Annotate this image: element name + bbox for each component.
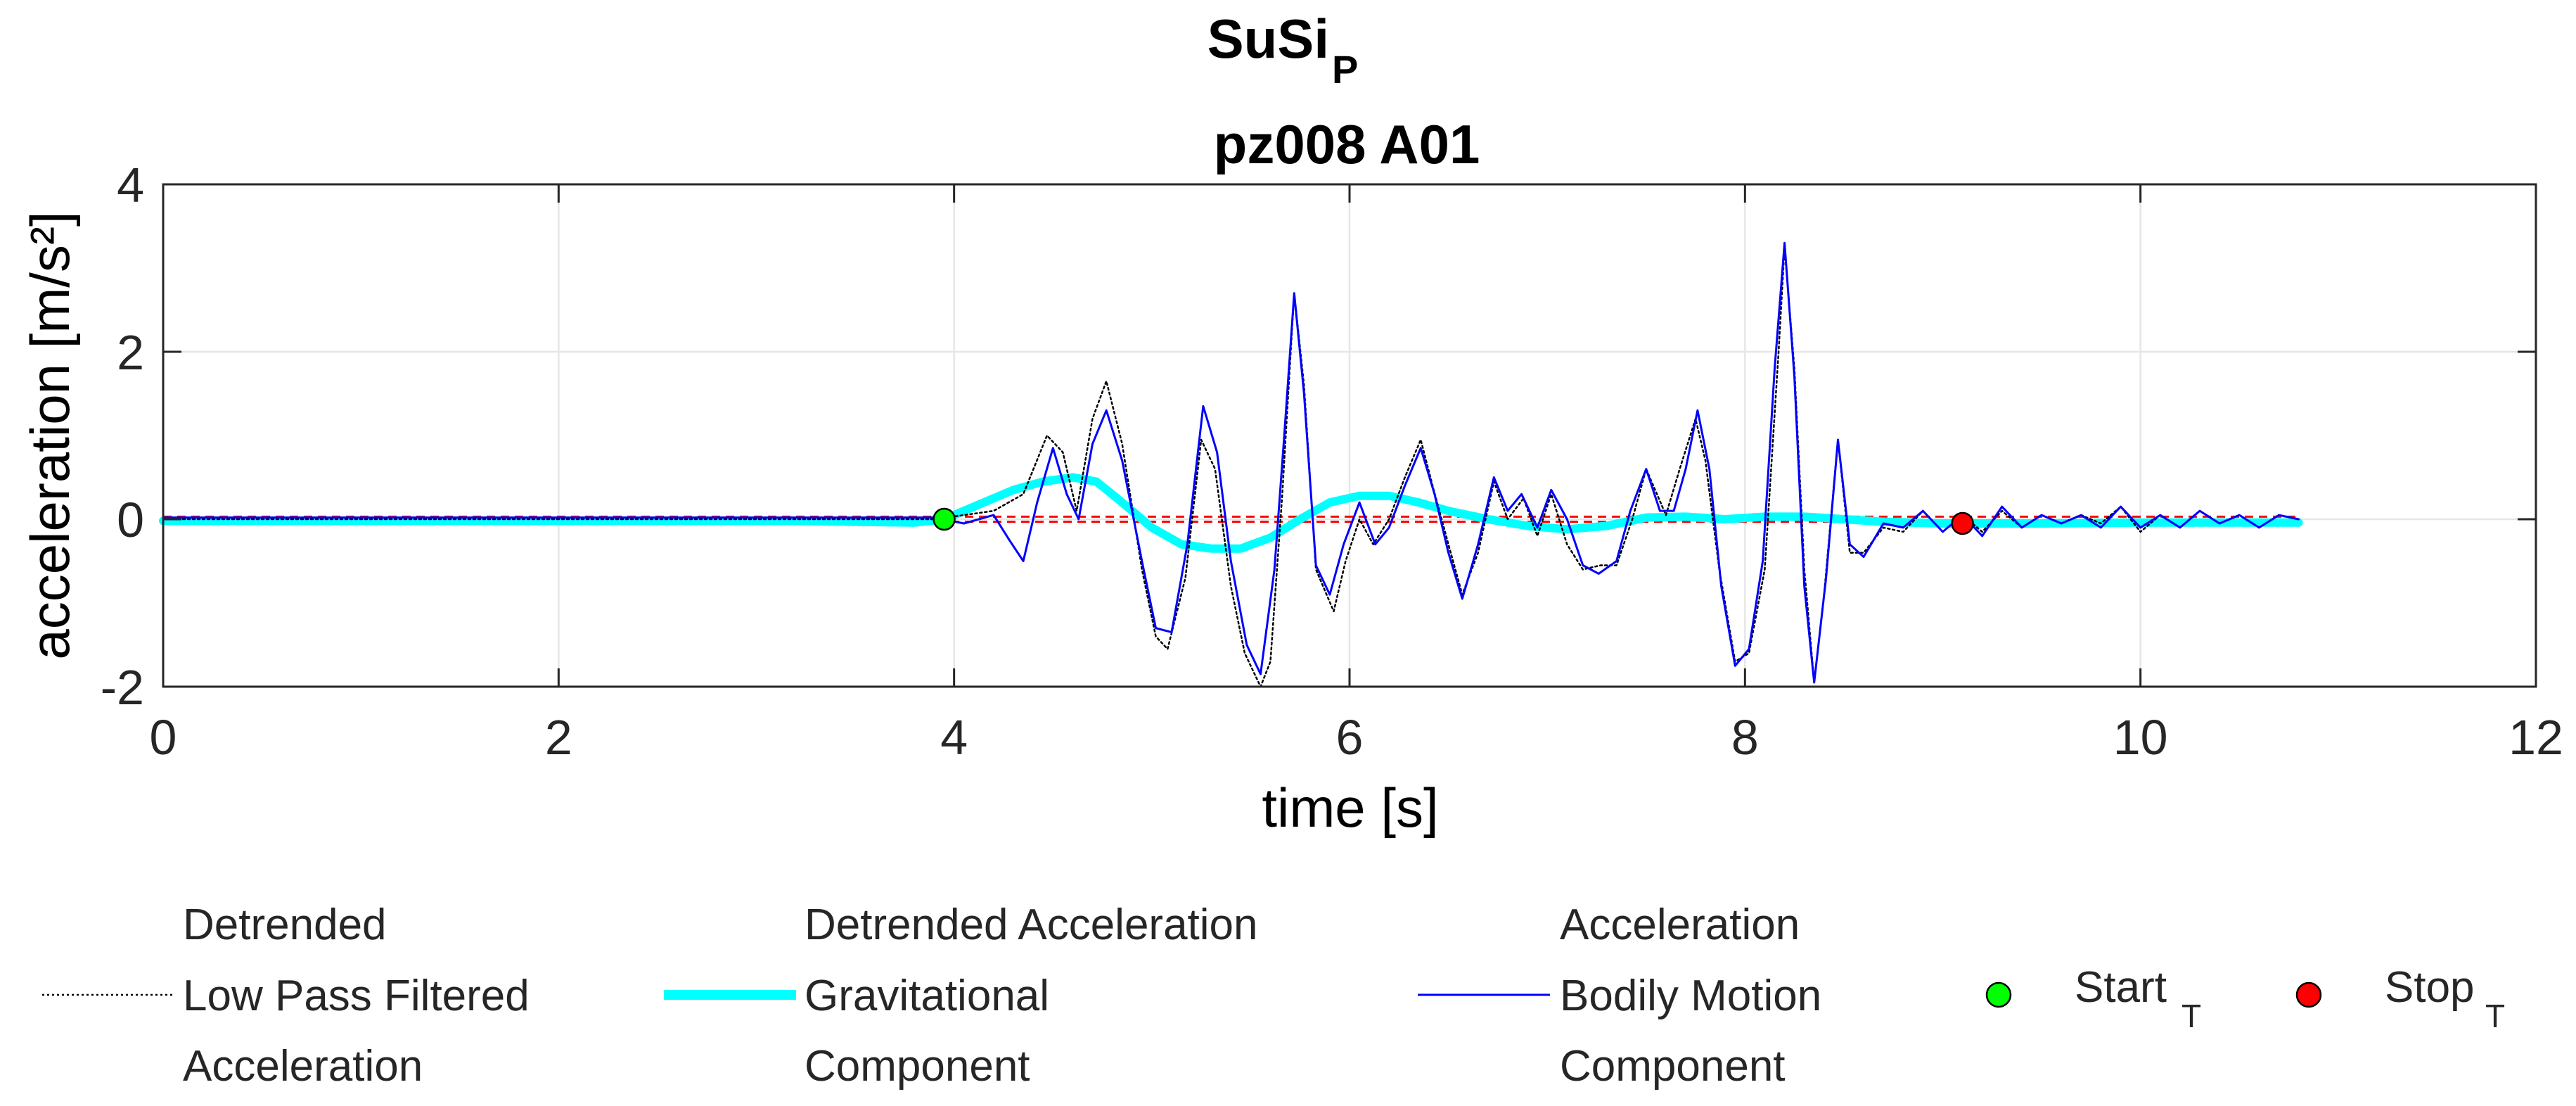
series-lowpass-line: [162, 246, 2300, 688]
legend-entry-gravitational: Detrended Acceleration Gravitational Com…: [664, 901, 1258, 1091]
legend-start-marker: [1985, 981, 2012, 1008]
y-tick-label-0: -2: [101, 660, 144, 715]
legend-entry-stop: Stop T: [2295, 963, 2505, 1034]
y-tick-label-1: 0: [117, 492, 144, 547]
y-axis-label: acceleration [m/s²]: [19, 211, 81, 659]
legend-label-lowpass-2: Low Pass Filtered: [183, 972, 530, 1020]
legend-label-bodily-2: Bodily Motion: [1560, 972, 1821, 1020]
x-tick-label-6: 12: [2508, 710, 2563, 765]
legend-label-gravitational-2: Gravitational: [805, 972, 1049, 1020]
marker-start: [933, 507, 956, 531]
legend-label-lowpass-3: Acceleration: [183, 1042, 423, 1091]
marker-layer: [933, 507, 1974, 535]
legend-label-start: Start: [2075, 963, 2167, 1012]
marker-stop: [1951, 511, 1974, 535]
series-gravitational-line: [159, 473, 2303, 553]
legend-label-bodily-1: Acceleration: [1560, 901, 1800, 949]
chart-subtitle: pz008 A01: [1214, 113, 1480, 175]
x-tick-label-5: 10: [2113, 710, 2168, 765]
series-bodily-line: [162, 241, 2300, 684]
legend-label-stop: Stop: [2385, 963, 2475, 1012]
x-tick-label-2: 4: [940, 710, 968, 765]
legend-entry-start: Start T: [1985, 963, 2201, 1034]
x-tick-label-4: 8: [1731, 710, 1759, 765]
legend-label-start-sub: T: [2181, 998, 2201, 1034]
legend-label-bodily-3: Component: [1560, 1042, 1786, 1091]
x-axis-label: time [s]: [1262, 777, 1438, 839]
x-tick-label-3: 6: [1336, 710, 1364, 765]
y-tick-label-3: 4: [117, 158, 144, 212]
legend-label-gravitational-1: Detrended Acceleration: [805, 901, 1258, 949]
chart-title: SuSi: [1207, 8, 1329, 70]
y-tick-label-2: 2: [117, 325, 144, 380]
chart-title-subscript: P: [1332, 47, 1358, 91]
legend-entry-lowpass: Detrended Low Pass Filtered Acceleration: [42, 901, 530, 1091]
legend: Detrended Low Pass Filtered Acceleration…: [42, 901, 2505, 1091]
x-tick-label-1: 2: [545, 710, 572, 765]
x-tick-label-0: 0: [150, 710, 177, 765]
legend-stop-marker: [2295, 981, 2322, 1008]
legend-label-stop-sub: T: [2485, 998, 2505, 1034]
series-layer: [159, 241, 2303, 688]
legend-entry-bodily: Acceleration Bodily Motion Component: [1418, 901, 1821, 1091]
legend-label-gravitational-3: Component: [805, 1042, 1030, 1091]
legend-label-lowpass-1: Detrended: [183, 901, 387, 949]
